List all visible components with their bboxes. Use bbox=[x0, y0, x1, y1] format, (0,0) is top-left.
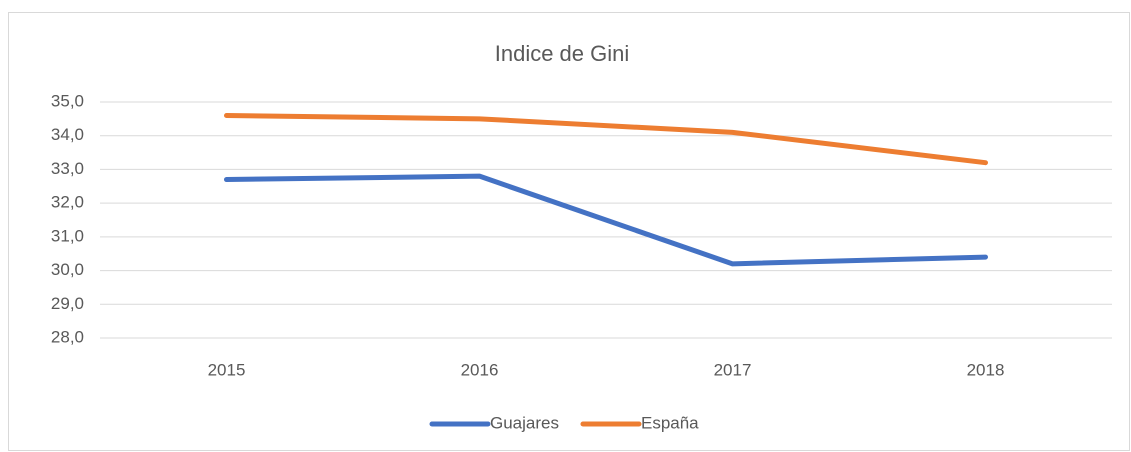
legend-label: España bbox=[641, 413, 699, 432]
y-tick-label: 30,0 bbox=[51, 260, 84, 279]
y-tick-label: 29,0 bbox=[51, 294, 84, 313]
series-line bbox=[224, 112, 988, 166]
series-line bbox=[224, 173, 988, 267]
y-tick-label: 31,0 bbox=[51, 226, 84, 245]
y-tick-label: 28,0 bbox=[51, 327, 84, 346]
x-tick-label: 2017 bbox=[714, 360, 752, 379]
x-tick-label: 2016 bbox=[461, 360, 499, 379]
chart-title: Indice de Gini bbox=[495, 41, 630, 66]
x-tick-label: 2015 bbox=[208, 360, 246, 379]
y-tick-label: 35,0 bbox=[51, 91, 84, 110]
y-tick-label: 32,0 bbox=[51, 193, 84, 212]
y-tick-label: 34,0 bbox=[51, 125, 84, 144]
chart-border bbox=[8, 12, 1130, 451]
legend-label: Guajares bbox=[490, 413, 559, 432]
x-tick-label: 2018 bbox=[967, 360, 1005, 379]
y-tick-label: 33,0 bbox=[51, 159, 84, 178]
